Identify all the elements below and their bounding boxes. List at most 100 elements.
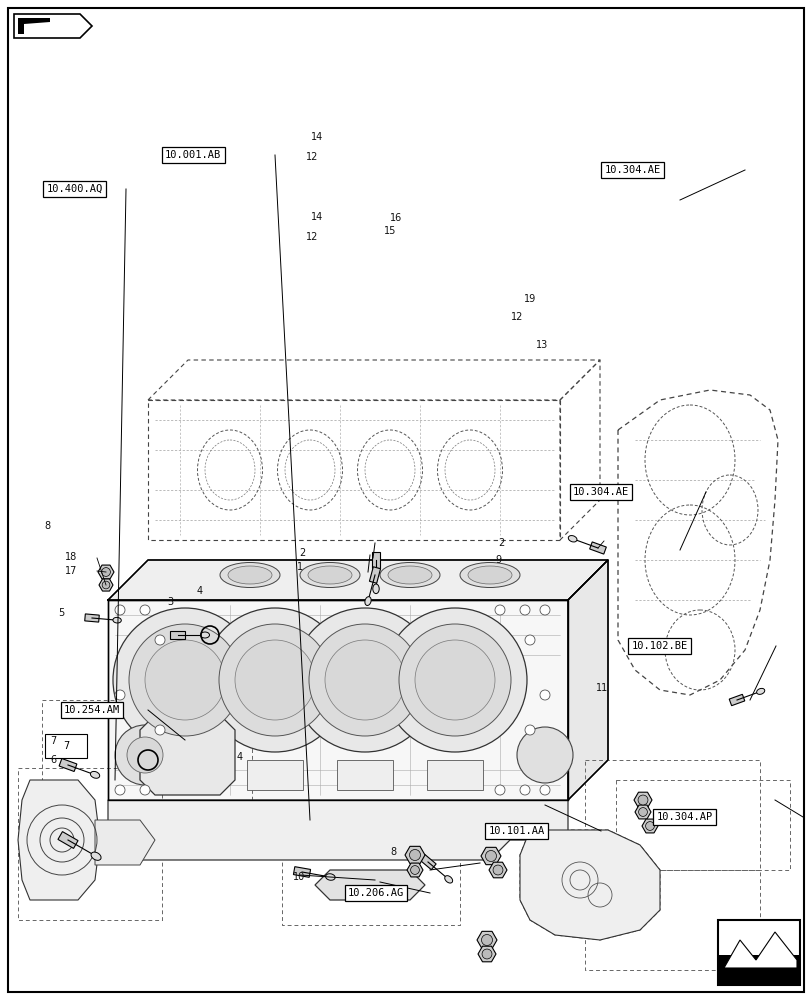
Circle shape	[539, 690, 549, 700]
Text: 10.101.AA: 10.101.AA	[487, 826, 544, 836]
Circle shape	[485, 850, 496, 861]
Circle shape	[539, 605, 549, 615]
Polygon shape	[633, 792, 651, 808]
Polygon shape	[728, 694, 744, 706]
Text: 10.400.AQ: 10.400.AQ	[46, 184, 103, 194]
Polygon shape	[95, 820, 155, 865]
Text: 3: 3	[167, 597, 174, 607]
Circle shape	[495, 605, 504, 615]
Polygon shape	[315, 870, 424, 900]
Circle shape	[309, 624, 420, 736]
Text: 10.206.AG: 10.206.AG	[347, 888, 404, 898]
Circle shape	[139, 785, 150, 795]
Text: 1: 1	[297, 562, 303, 572]
Circle shape	[115, 605, 125, 615]
Text: 13: 13	[535, 340, 548, 350]
Circle shape	[115, 725, 175, 785]
Polygon shape	[108, 800, 568, 860]
Ellipse shape	[364, 597, 371, 605]
Polygon shape	[405, 846, 424, 864]
Ellipse shape	[91, 852, 101, 860]
Circle shape	[155, 635, 165, 645]
Polygon shape	[488, 862, 506, 878]
Circle shape	[115, 690, 125, 700]
Bar	[717, 920, 799, 985]
Text: 8: 8	[389, 847, 396, 857]
Circle shape	[519, 785, 530, 795]
Polygon shape	[99, 579, 113, 591]
Circle shape	[637, 795, 647, 805]
Circle shape	[539, 785, 549, 795]
Polygon shape	[589, 542, 606, 554]
Circle shape	[155, 725, 165, 735]
Text: 10.304.AP: 10.304.AP	[655, 812, 712, 822]
Bar	[717, 955, 799, 985]
Text: 10: 10	[292, 872, 305, 882]
Ellipse shape	[372, 584, 379, 594]
Polygon shape	[14, 14, 92, 38]
Bar	[427, 760, 483, 790]
Text: 10.254.AM: 10.254.AM	[63, 705, 120, 715]
Polygon shape	[480, 847, 500, 865]
Ellipse shape	[325, 874, 335, 880]
Text: 6: 6	[50, 755, 57, 765]
Polygon shape	[723, 932, 796, 968]
Polygon shape	[634, 805, 650, 819]
Circle shape	[129, 624, 241, 736]
Polygon shape	[59, 759, 77, 771]
Ellipse shape	[220, 562, 280, 587]
Ellipse shape	[460, 562, 519, 587]
Bar	[247, 760, 303, 790]
Text: 17: 17	[64, 566, 77, 576]
Circle shape	[519, 605, 530, 615]
Polygon shape	[170, 631, 185, 639]
Circle shape	[410, 866, 419, 874]
Text: 9: 9	[495, 555, 501, 565]
Circle shape	[139, 605, 150, 615]
Text: 10.304.AE: 10.304.AE	[572, 487, 629, 497]
Polygon shape	[371, 552, 380, 568]
Text: 12: 12	[305, 232, 318, 242]
Polygon shape	[108, 600, 568, 800]
Circle shape	[145, 640, 225, 720]
Circle shape	[293, 608, 436, 752]
Bar	[337, 760, 393, 790]
Ellipse shape	[467, 566, 512, 584]
Circle shape	[324, 640, 405, 720]
Text: 8: 8	[44, 521, 50, 531]
Ellipse shape	[307, 566, 351, 584]
Circle shape	[115, 785, 125, 795]
Ellipse shape	[444, 876, 452, 883]
Circle shape	[482, 949, 491, 959]
Ellipse shape	[388, 566, 431, 584]
Polygon shape	[24, 26, 34, 34]
Circle shape	[517, 727, 573, 783]
Polygon shape	[108, 560, 607, 600]
Polygon shape	[419, 854, 436, 870]
Circle shape	[495, 785, 504, 795]
Text: 4: 4	[196, 586, 203, 596]
Circle shape	[219, 624, 331, 736]
Text: 16: 16	[389, 213, 402, 223]
Ellipse shape	[756, 688, 764, 694]
Text: 5: 5	[58, 608, 65, 618]
Polygon shape	[18, 18, 50, 34]
Ellipse shape	[380, 562, 440, 587]
Text: 11: 11	[594, 683, 607, 693]
FancyBboxPatch shape	[45, 734, 87, 758]
Text: 12: 12	[510, 312, 523, 322]
Polygon shape	[369, 567, 380, 583]
Polygon shape	[406, 863, 423, 877]
Text: 2: 2	[298, 548, 305, 558]
Text: 2: 2	[497, 538, 504, 548]
Circle shape	[113, 608, 257, 752]
Circle shape	[101, 568, 110, 576]
Circle shape	[637, 808, 646, 816]
Circle shape	[481, 934, 492, 945]
Polygon shape	[293, 867, 310, 877]
Polygon shape	[568, 560, 607, 800]
Text: 19: 19	[523, 294, 536, 304]
Polygon shape	[519, 830, 659, 940]
Polygon shape	[139, 715, 234, 795]
Text: 14: 14	[311, 212, 324, 222]
